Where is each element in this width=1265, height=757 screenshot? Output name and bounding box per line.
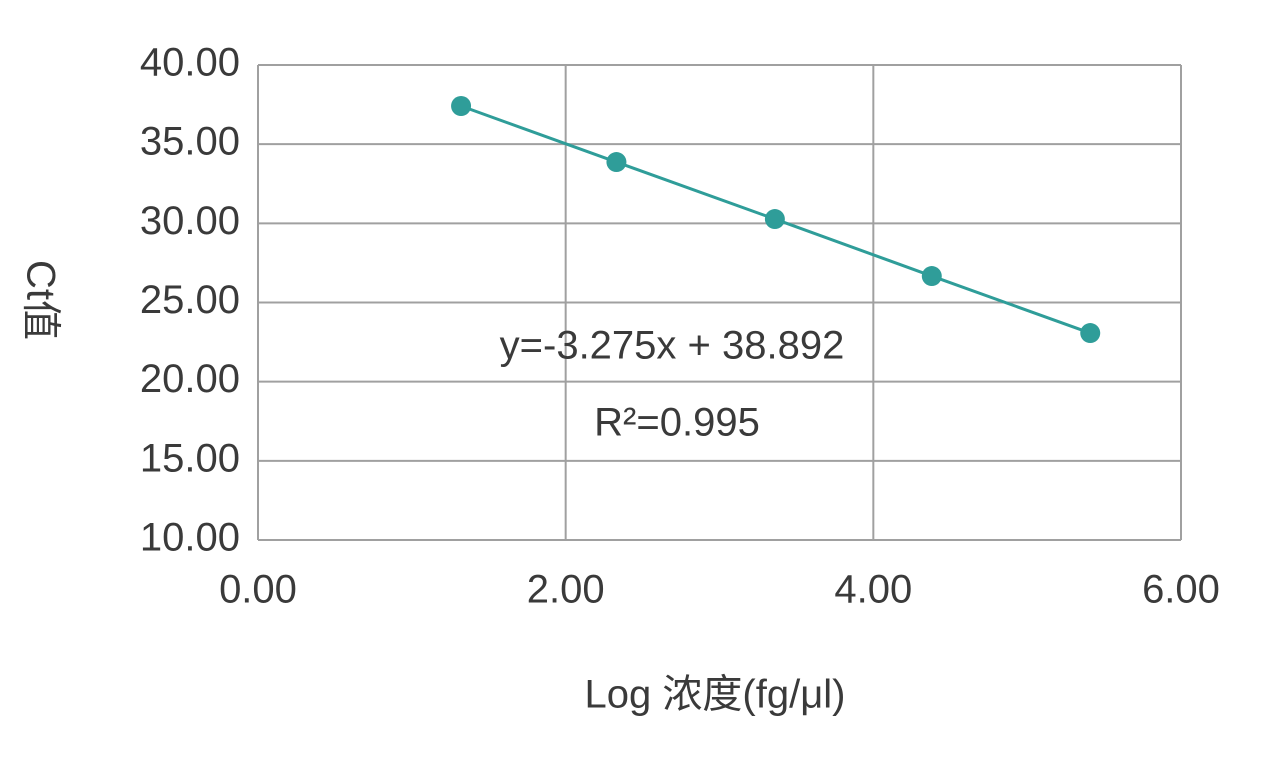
y-tick-label: 35.00: [140, 120, 240, 164]
x-tick-label: 4.00: [834, 568, 912, 612]
y-tick-label: 30.00: [140, 199, 240, 243]
x-axis-label: Log 浓度(fg/μl): [585, 673, 846, 717]
y-axis-label: Ct值: [18, 260, 62, 340]
annotation: y=-3.275x + 38.892: [500, 324, 845, 368]
data-point: [764, 209, 785, 230]
x-tick-label: 2.00: [527, 568, 605, 612]
y-tick-label: 40.00: [140, 41, 240, 85]
data-point: [1080, 323, 1101, 344]
y-tick-label: 10.00: [140, 516, 240, 560]
x-tick-label: 0.00: [219, 568, 297, 612]
annotation: R²=0.995: [594, 401, 760, 445]
y-tick-label: 25.00: [140, 278, 240, 322]
y-tick-label: 20.00: [140, 357, 240, 401]
x-tick-label: 6.00: [1142, 568, 1220, 612]
data-point: [921, 266, 942, 287]
y-tick-label: 15.00: [140, 436, 240, 480]
data-point: [451, 96, 472, 117]
data-point: [606, 152, 627, 173]
